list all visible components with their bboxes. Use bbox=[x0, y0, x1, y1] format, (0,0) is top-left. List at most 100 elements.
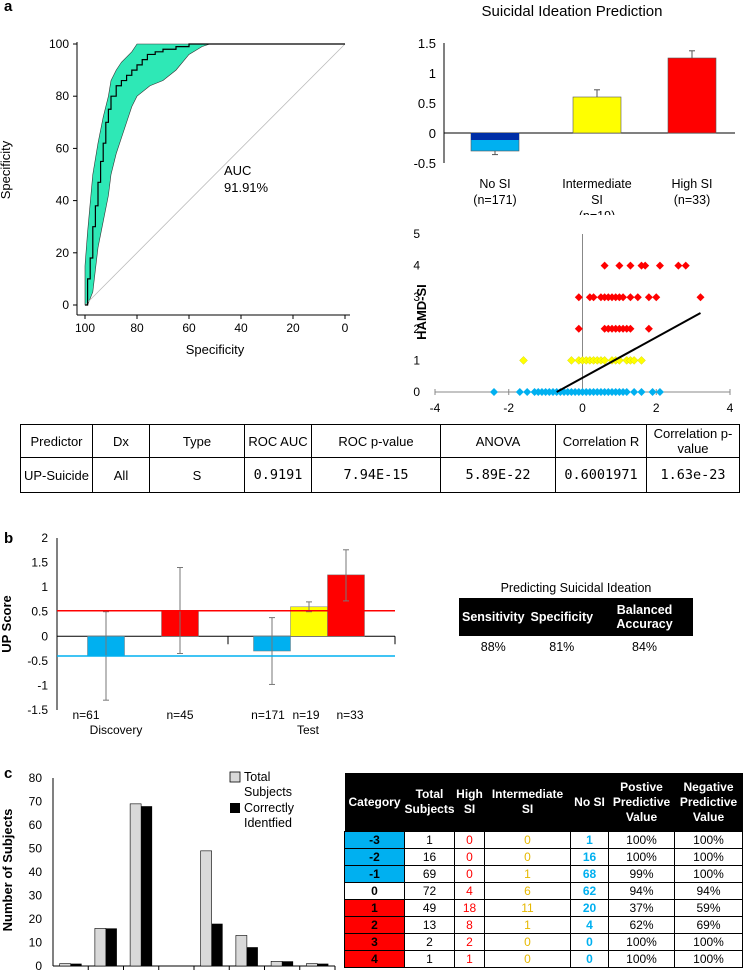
scatter-x-tick-label: -4 bbox=[430, 401, 441, 415]
scatter-y-tick-label: 2 bbox=[413, 322, 420, 336]
category-row: -1 69 0 1 68 99% 100% bbox=[344, 865, 743, 883]
scatter-point bbox=[637, 388, 646, 396]
roc-y-tick-label: 60 bbox=[56, 141, 70, 155]
hist-bar-correct bbox=[246, 947, 258, 966]
predict-header: Sensitivity bbox=[459, 598, 528, 636]
category-cell: 62 bbox=[570, 882, 609, 900]
category-cell: -2 bbox=[344, 848, 405, 866]
scatter-x-tick-label: -2 bbox=[503, 401, 514, 415]
category-cell: 1 bbox=[404, 831, 455, 849]
up-group-label: Test bbox=[297, 723, 320, 737]
scatter-point bbox=[523, 388, 532, 396]
category-header: Intermediate SI bbox=[484, 773, 571, 832]
si-prediction-chart: Suicidal Ideation Prediction 1.5 1 0.5 0 -0.… bbox=[414, 3, 735, 215]
category-cell: -1 bbox=[344, 865, 405, 883]
scatter-point bbox=[515, 388, 524, 396]
category-header: High SI bbox=[454, 773, 485, 832]
legend-swatch-correct bbox=[230, 803, 240, 813]
table-header: ANOVA bbox=[440, 424, 556, 458]
hist-bar-total bbox=[306, 963, 318, 967]
category-header: Postive Predictive Value bbox=[608, 773, 675, 832]
category-cell: 59% bbox=[674, 899, 743, 917]
si-y-tick-label: 0.5 bbox=[418, 96, 436, 111]
legend-total-2: Subjects bbox=[244, 785, 292, 799]
roc-chart: 0 20 40 60 80 100 100 80 60 40 20 0 Specificity Spe… bbox=[0, 37, 350, 357]
hist-bar-correct bbox=[105, 928, 117, 966]
scatter-point bbox=[630, 388, 639, 396]
up-ylabel: UP Score bbox=[0, 595, 14, 653]
category-cell: 2 bbox=[454, 933, 485, 951]
scatter-point bbox=[626, 261, 635, 270]
category-cell: 2 bbox=[404, 933, 455, 951]
si-y-tick-label: -0.5 bbox=[414, 156, 436, 171]
predict-value: 84% bbox=[632, 640, 658, 654]
category-cell: 0 bbox=[484, 831, 571, 849]
roc-confidence-band bbox=[84, 43, 210, 306]
scatter-point bbox=[641, 261, 650, 270]
category-cell: 1 bbox=[404, 950, 455, 968]
table-cell: UP-Suicide bbox=[20, 457, 93, 493]
hist-y-tick-label: 10 bbox=[29, 936, 43, 950]
auc-title: AUC bbox=[224, 163, 251, 178]
category-cell: 0 bbox=[484, 933, 571, 951]
category-cell: 4 bbox=[344, 950, 405, 968]
scatter-point bbox=[619, 293, 628, 302]
scatter-point bbox=[626, 293, 635, 302]
category-row: 3 2 2 0 0 100% 100% bbox=[344, 933, 743, 951]
hist-y-tick-label: 30 bbox=[29, 889, 43, 903]
scatter-point bbox=[629, 356, 639, 365]
category-cell: 100% bbox=[608, 831, 675, 849]
scatter-point bbox=[674, 261, 683, 270]
category-cell: 100% bbox=[674, 865, 743, 883]
scatter-y-tick-label: 4 bbox=[413, 259, 420, 273]
up-y-tick-label: -0.5 bbox=[27, 654, 48, 668]
panel-label-a: a bbox=[4, 0, 13, 15]
scatter-point bbox=[600, 261, 609, 270]
category-cell: 100% bbox=[608, 950, 675, 968]
category-cell: 0 bbox=[454, 865, 485, 883]
table-cell: All bbox=[92, 457, 150, 493]
scatter-point bbox=[648, 388, 657, 396]
category-cell: 100% bbox=[608, 848, 675, 866]
scatter-point bbox=[655, 388, 664, 396]
scatter-point bbox=[589, 293, 598, 302]
up-y-tick-label: -1.5 bbox=[27, 703, 48, 717]
predict-row: 88% 81% 84% bbox=[459, 636, 693, 658]
scatter-point bbox=[644, 324, 653, 333]
up-y-tick-label: 1 bbox=[41, 580, 48, 594]
up-category-label: n=45 bbox=[166, 708, 193, 722]
roc-curve bbox=[85, 43, 345, 306]
table-header: Dx bbox=[92, 424, 150, 458]
scatter-point bbox=[626, 324, 635, 333]
hist-y-tick-label: 60 bbox=[29, 818, 43, 832]
category-cell: 0 bbox=[344, 882, 405, 900]
table-cell: 0.9191 bbox=[244, 457, 312, 493]
category-cell: 100% bbox=[674, 831, 743, 849]
category-cell: 1 bbox=[344, 899, 405, 917]
si-bar bbox=[572, 96, 622, 134]
hist-bar-correct bbox=[70, 963, 82, 966]
table-header: Correlation R bbox=[555, 424, 647, 458]
category-cell: 16 bbox=[570, 848, 609, 866]
category-header: Total Subjects bbox=[404, 773, 455, 832]
scatter-point bbox=[600, 356, 609, 365]
category-table: Category Total Subjects High SI Intermed… bbox=[344, 773, 743, 968]
roc-ylabel: Specificity bbox=[0, 140, 13, 199]
scatter-point bbox=[622, 388, 631, 396]
table-header: ROC p-value bbox=[311, 424, 441, 458]
hist-bar-total bbox=[270, 961, 283, 967]
roc-x-tick-label: 100 bbox=[75, 321, 95, 335]
category-cell: 100% bbox=[674, 950, 743, 968]
category-header: Category bbox=[344, 773, 405, 832]
category-cell: 100% bbox=[674, 848, 743, 866]
category-cell: 100% bbox=[674, 933, 743, 951]
hist-bar-total bbox=[94, 928, 107, 967]
table-cell: 1.63e-23 bbox=[646, 457, 740, 493]
si-category-label: Intermediate bbox=[562, 177, 632, 191]
scatter-point bbox=[567, 356, 576, 365]
category-cell: 13 bbox=[404, 916, 455, 934]
category-cell: -3 bbox=[344, 831, 405, 849]
si-category-label: (n=19) bbox=[579, 209, 615, 215]
scatter-point bbox=[633, 293, 642, 302]
predict-value: 88% bbox=[480, 640, 506, 654]
